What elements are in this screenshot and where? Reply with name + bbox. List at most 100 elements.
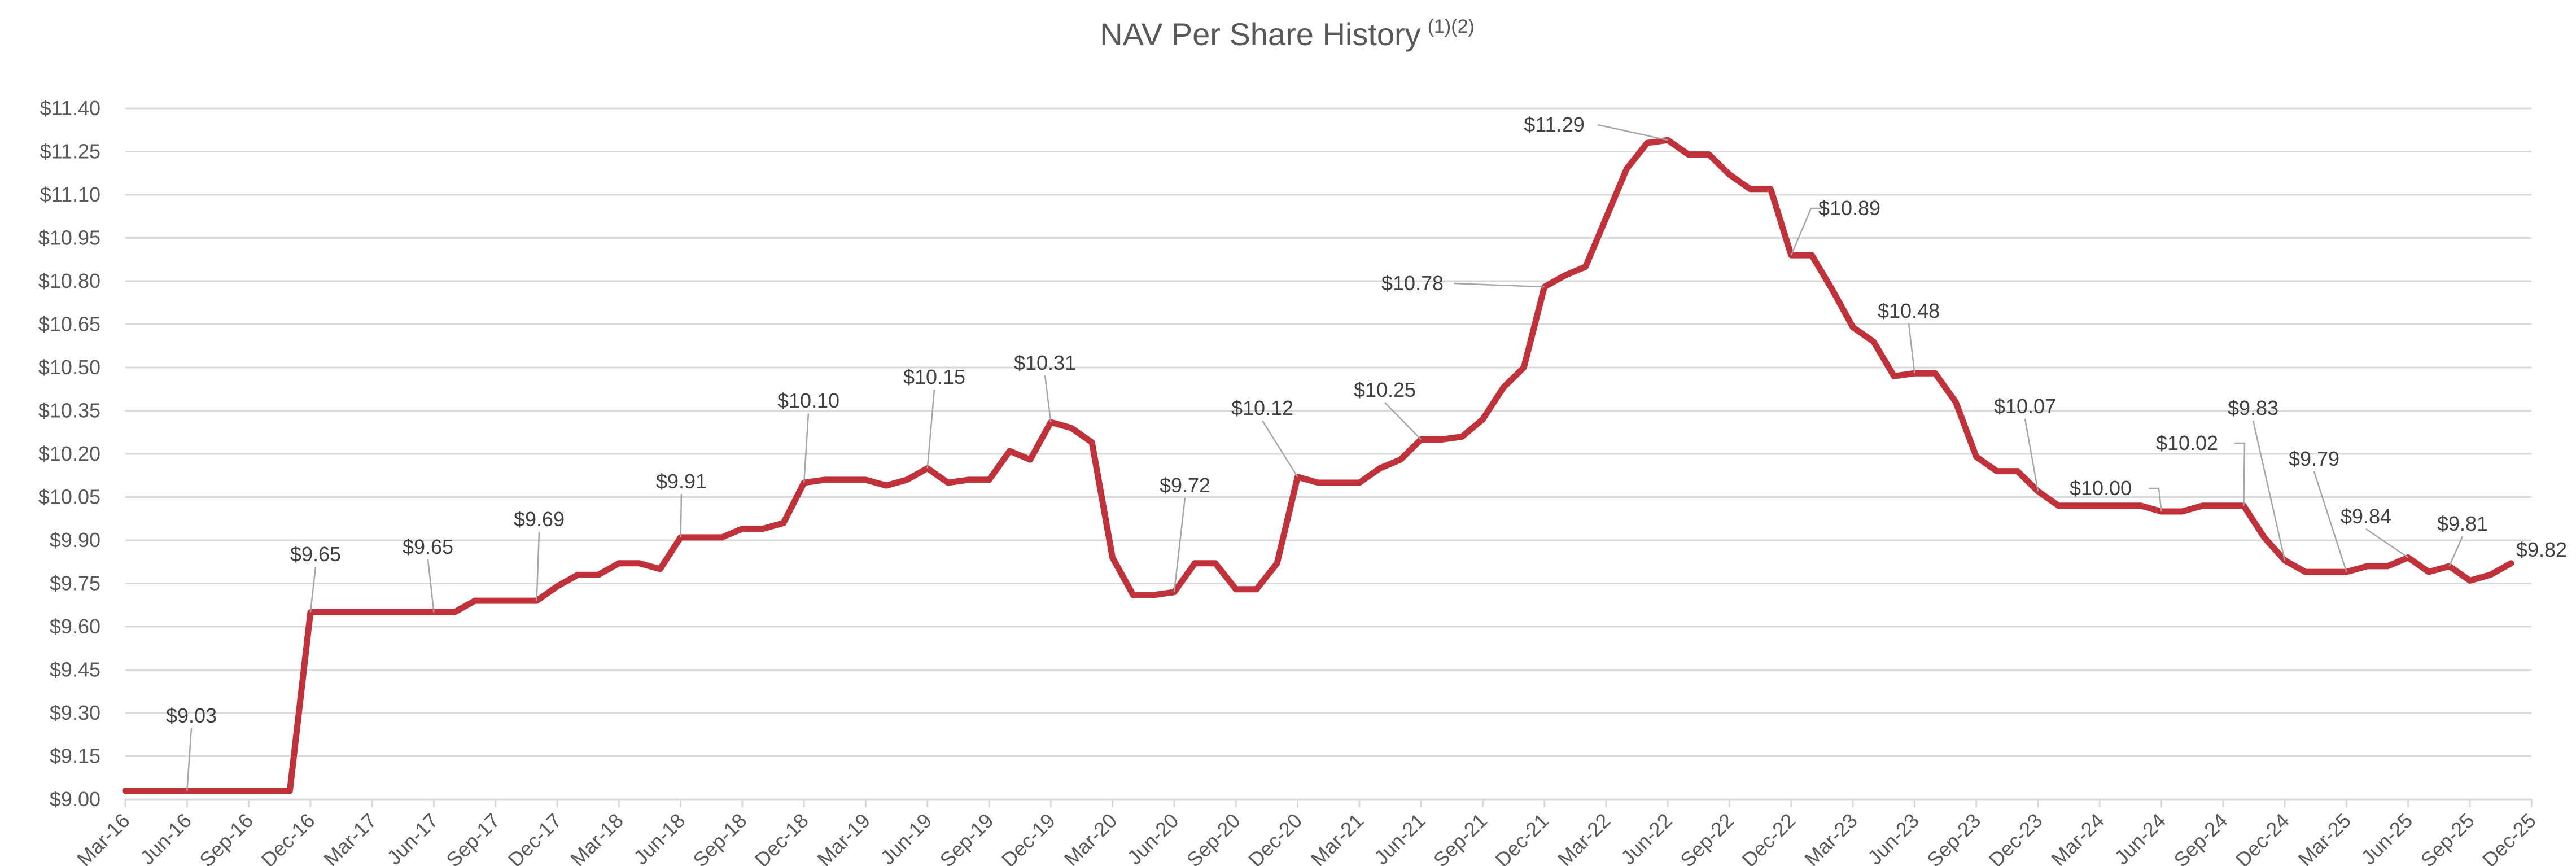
chart-title-footnote: (1)(2): [1428, 16, 1475, 37]
label-leader-line: [2313, 471, 2347, 572]
x-tick-label: Sep-22: [1676, 809, 1738, 866]
gridlines: [125, 107, 2532, 801]
data-label: $10.31: [1014, 351, 1076, 374]
y-tick-label: $10.35: [38, 399, 100, 422]
x-tick-label: Dec-16: [256, 809, 319, 866]
x-tick-label: Dec-18: [750, 809, 813, 866]
data-label: $9.82: [2516, 538, 2567, 561]
label-leader-line: [2448, 536, 2464, 567]
data-label: $10.15: [903, 365, 965, 388]
label-leader-line: [2365, 528, 2409, 558]
chart-title: NAV Per Share History (1)(2): [1100, 16, 1475, 52]
data-label: $10.12: [1231, 396, 1293, 419]
data-label: $9.81: [2437, 512, 2488, 535]
data-labels: $9.03 $9.65 $9.65 $9.69 $9.91 $10.10 $10.15 $10…: [166, 113, 2567, 791]
x-tick-label: Dec-21: [1490, 809, 1553, 866]
x-tick-label: Dec-19: [997, 809, 1060, 866]
y-tick-label: $9.60: [50, 615, 100, 638]
label-leader-line: [309, 566, 317, 613]
y-tick-label: $10.80: [38, 269, 100, 292]
x-tick-label: Sep-21: [1429, 809, 1492, 866]
y-tick-label: $9.75: [50, 572, 100, 595]
x-tick-label: Dec-24: [2231, 809, 2294, 866]
x-tick-label: Jun-17: [382, 809, 443, 866]
x-tick-label: Jun-20: [1123, 809, 1183, 866]
label-leader-line: [1384, 402, 1422, 440]
x-tick-label: Sep-25: [2416, 809, 2479, 866]
data-label: $10.10: [777, 389, 839, 412]
x-tick-label: Dec-25: [2478, 809, 2540, 866]
data-label: $10.02: [2156, 431, 2218, 454]
chart-title-text: NAV Per Share History: [1100, 16, 1420, 52]
x-tick-label: Jun-21: [1370, 809, 1430, 866]
y-tick-label: $10.50: [38, 356, 100, 379]
y-tick-label: $10.95: [38, 226, 100, 250]
x-tick-label: Mar-24: [2046, 809, 2109, 866]
x-tick-label: Dec-17: [504, 809, 566, 866]
x-tick-label: Sep-17: [441, 809, 504, 866]
data-label: $10.25: [1354, 378, 1416, 401]
label-leader-line: [1790, 207, 1822, 256]
x-tick-label: Mar-19: [813, 809, 875, 866]
data-label: $10.78: [1381, 272, 1444, 295]
y-tick-label: $10.05: [38, 486, 100, 509]
y-tick-label: $11.25: [40, 140, 100, 163]
x-tick-label: Sep-18: [688, 809, 751, 866]
label-leader-line: [1173, 497, 1186, 592]
x-tick-label: Mar-18: [566, 809, 628, 866]
label-leader-line: [1261, 420, 1298, 478]
data-label: $11.29: [1524, 113, 1584, 136]
data-label: $9.03: [166, 704, 217, 727]
y-tick-label: $9.00: [50, 788, 100, 811]
y-tick-label: $10.20: [38, 442, 100, 465]
x-tick-label: Mar-23: [1800, 809, 1862, 866]
x-tick-label: Jun-19: [876, 809, 937, 866]
x-tick-label: Mar-17: [319, 809, 381, 866]
x-tick-label: Jun-18: [629, 809, 689, 866]
y-tick-label: $11.40: [40, 97, 100, 120]
label-leader-line: [926, 389, 935, 469]
x-tick-label: Sep-24: [2169, 809, 2232, 866]
y-tick-label: $9.15: [50, 745, 100, 768]
label-leader-line: [2234, 442, 2246, 506]
label-leader-line: [427, 559, 435, 613]
x-tick-label: Jun-25: [2357, 809, 2417, 866]
x-tick-label: Sep-16: [195, 809, 257, 866]
x-tick-label: Dec-20: [1244, 809, 1306, 866]
data-label: $9.65: [290, 543, 341, 566]
label-leader-line: [2149, 487, 2162, 512]
label-leader-line: [2024, 418, 2039, 492]
data-label: $9.65: [403, 535, 453, 558]
data-label: $10.00: [2070, 476, 2132, 500]
data-label: $10.48: [1878, 299, 1940, 322]
x-tick-label: Sep-23: [1922, 809, 1985, 866]
label-leader-line: [1597, 124, 1668, 141]
data-label: $9.79: [2289, 447, 2339, 470]
x-tick-label: Jun-23: [1863, 809, 1923, 866]
label-leader-line: [1044, 375, 1052, 423]
x-tick-label: Mar-22: [1553, 809, 1615, 866]
data-label: $9.69: [514, 508, 565, 531]
y-tick-label: $9.45: [50, 658, 100, 681]
x-tick-label: Mar-20: [1060, 809, 1122, 866]
y-tick-label: $9.30: [50, 701, 100, 724]
x-tick-label: Mar-25: [2293, 809, 2355, 866]
x-tick-label: Dec-23: [1984, 809, 2047, 866]
data-label: $9.84: [2341, 505, 2391, 528]
data-label: $9.83: [2228, 396, 2278, 419]
y-tick-label: $11.10: [40, 183, 100, 206]
x-tick-label: Jun-16: [135, 809, 196, 866]
x-tick-label: Mar-16: [72, 809, 134, 866]
label-leader-line: [1908, 323, 1915, 374]
label-leader-line: [536, 531, 540, 601]
label-leader-line: [803, 413, 810, 483]
data-label: $10.07: [1994, 395, 2056, 418]
label-leader-line: [2252, 420, 2286, 561]
y-tick-label: $10.65: [38, 313, 100, 336]
x-tick-label: Dec-22: [1737, 809, 1800, 866]
data-label: $9.72: [1160, 474, 1210, 497]
x-tick-label: Sep-20: [1182, 809, 1245, 866]
x-tick-label: Jun-22: [1616, 809, 1677, 866]
